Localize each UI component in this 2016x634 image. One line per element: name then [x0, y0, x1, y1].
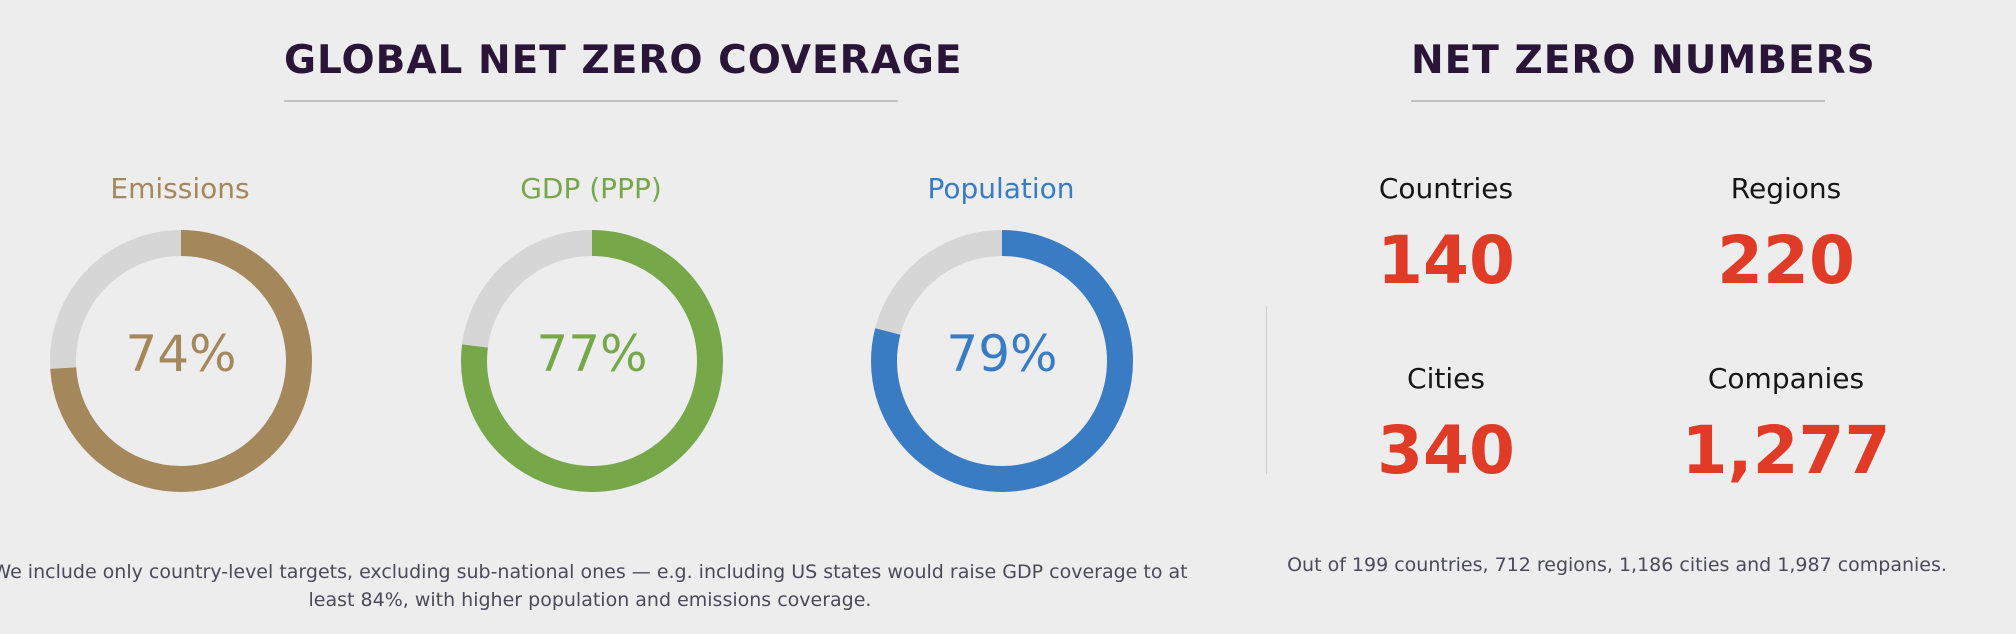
stat-value-countries: 140 [1377, 222, 1515, 299]
section-divider [1266, 306, 1267, 474]
stat-label-cities: Cities [1407, 362, 1485, 395]
coverage-footnote: We include only country-level targets, e… [0, 558, 1200, 614]
donut-arc-emissions [50, 230, 312, 492]
stat-value-regions: 220 [1717, 222, 1855, 299]
stat-value-cities: 340 [1377, 412, 1515, 489]
donut-label-population: Population [927, 172, 1075, 205]
numbers-title: NET ZERO NUMBERS [1411, 38, 1876, 83]
donut-value-population: 79% [946, 325, 1058, 383]
stat-label-regions: Regions [1730, 172, 1842, 205]
stat-value-companies: 1,277 [1681, 412, 1891, 489]
donut-value-gdp: 77% [536, 325, 648, 383]
coverage-footnote-line-1: We include only country-level targets, e… [0, 561, 1188, 583]
coverage-title: GLOBAL NET ZERO COVERAGE [284, 38, 963, 83]
donut-arc-population [871, 230, 1133, 492]
donut-label-gdp: GDP (PPP) [520, 172, 662, 205]
numbers-title-underline [1411, 100, 1825, 102]
donut-population [871, 230, 1133, 492]
donut-arc-gdp [461, 230, 723, 492]
stat-label-countries: Countries [1378, 172, 1514, 205]
stat-label-companies: Companies [1707, 362, 1865, 395]
donut-emissions [50, 230, 312, 492]
coverage-footnote-line-2: least 84%, with higher population and em… [308, 589, 872, 611]
donut-value-emissions: 74% [125, 325, 237, 383]
donut-label-emissions: Emissions [110, 172, 250, 205]
coverage-title-underline [284, 100, 898, 102]
numbers-footnote: Out of 199 countries, 712 regions, 1,186… [1287, 554, 1947, 576]
donut-gdp [461, 230, 723, 492]
